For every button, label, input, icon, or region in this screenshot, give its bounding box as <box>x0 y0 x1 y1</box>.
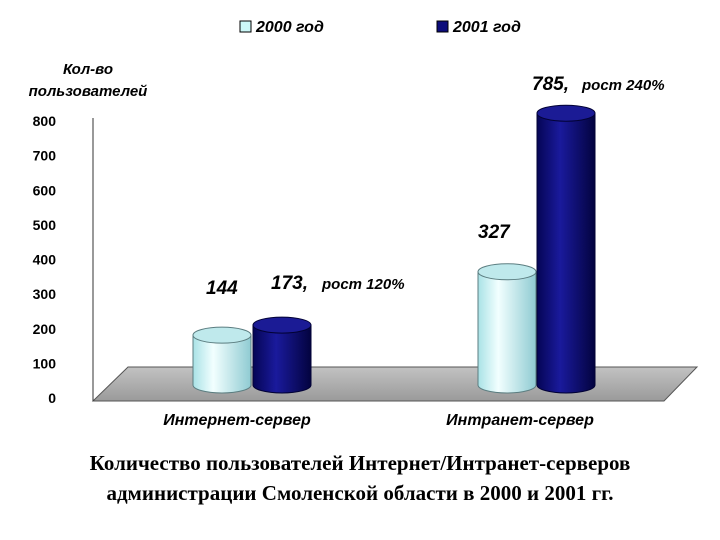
y-axis-label-line2: пользователей <box>29 83 148 100</box>
growth-label-intranet: рост 240% <box>581 77 665 94</box>
y-tick-label-7: 700 <box>33 148 57 164</box>
category-label-internet: Интернет-сервер <box>163 412 311 429</box>
caption-line-1: Количество пользователей Интернет/Интран… <box>89 451 631 475</box>
data-label-internet-2001: 173, <box>271 273 308 294</box>
legend: 2000 год 2001 год <box>239 19 521 36</box>
y-tick-label-2: 200 <box>33 321 57 337</box>
bar-top <box>536 104 596 122</box>
y-tick-label-4: 400 <box>33 252 57 268</box>
bar-top <box>477 263 537 281</box>
data-label-intranet-2000: 327 <box>478 222 511 243</box>
bar-intranet-2000 <box>477 263 537 394</box>
legend-swatch-2001 <box>436 20 449 33</box>
bar-internet-2001 <box>252 316 312 394</box>
bar-body <box>477 271 537 394</box>
legend-label-2001: 2001 год <box>452 19 521 36</box>
y-tick-label-6: 600 <box>33 182 57 198</box>
y-axis-ticks: 0 100 200 300 400 500 600 700 800 <box>33 113 57 406</box>
y-tick-label-3: 300 <box>33 286 57 302</box>
y-tick-label-8: 800 <box>33 113 57 129</box>
bars <box>192 104 596 394</box>
y-tick-label-0: 0 <box>48 390 56 406</box>
chart-floor <box>91 366 699 402</box>
bar-body <box>252 324 312 394</box>
y-tick-label-1: 100 <box>33 355 57 371</box>
bar-top <box>252 316 312 334</box>
chart-caption: Количество пользователей Интернет/Интран… <box>0 448 720 508</box>
data-label-internet-2000: 144 <box>206 278 238 299</box>
legend-label-2000: 2000 год <box>255 19 324 36</box>
caption-line-2: администрации Смоленской области в 2000 … <box>106 481 614 505</box>
y-tick-label-5: 500 <box>33 217 57 233</box>
data-label-intranet-2001: 785, <box>532 74 569 95</box>
bar-intranet-2001 <box>536 104 596 394</box>
bar-body <box>536 112 596 394</box>
y-axis-label-line1: Кол-во <box>63 61 113 78</box>
bar-top <box>192 326 252 344</box>
category-label-intranet: Интранет-сервер <box>446 412 594 429</box>
growth-label-internet: рост 120% <box>321 276 405 293</box>
bar-internet-2000 <box>192 326 252 394</box>
bar-body <box>192 334 252 394</box>
legend-swatch-2000 <box>239 20 252 33</box>
